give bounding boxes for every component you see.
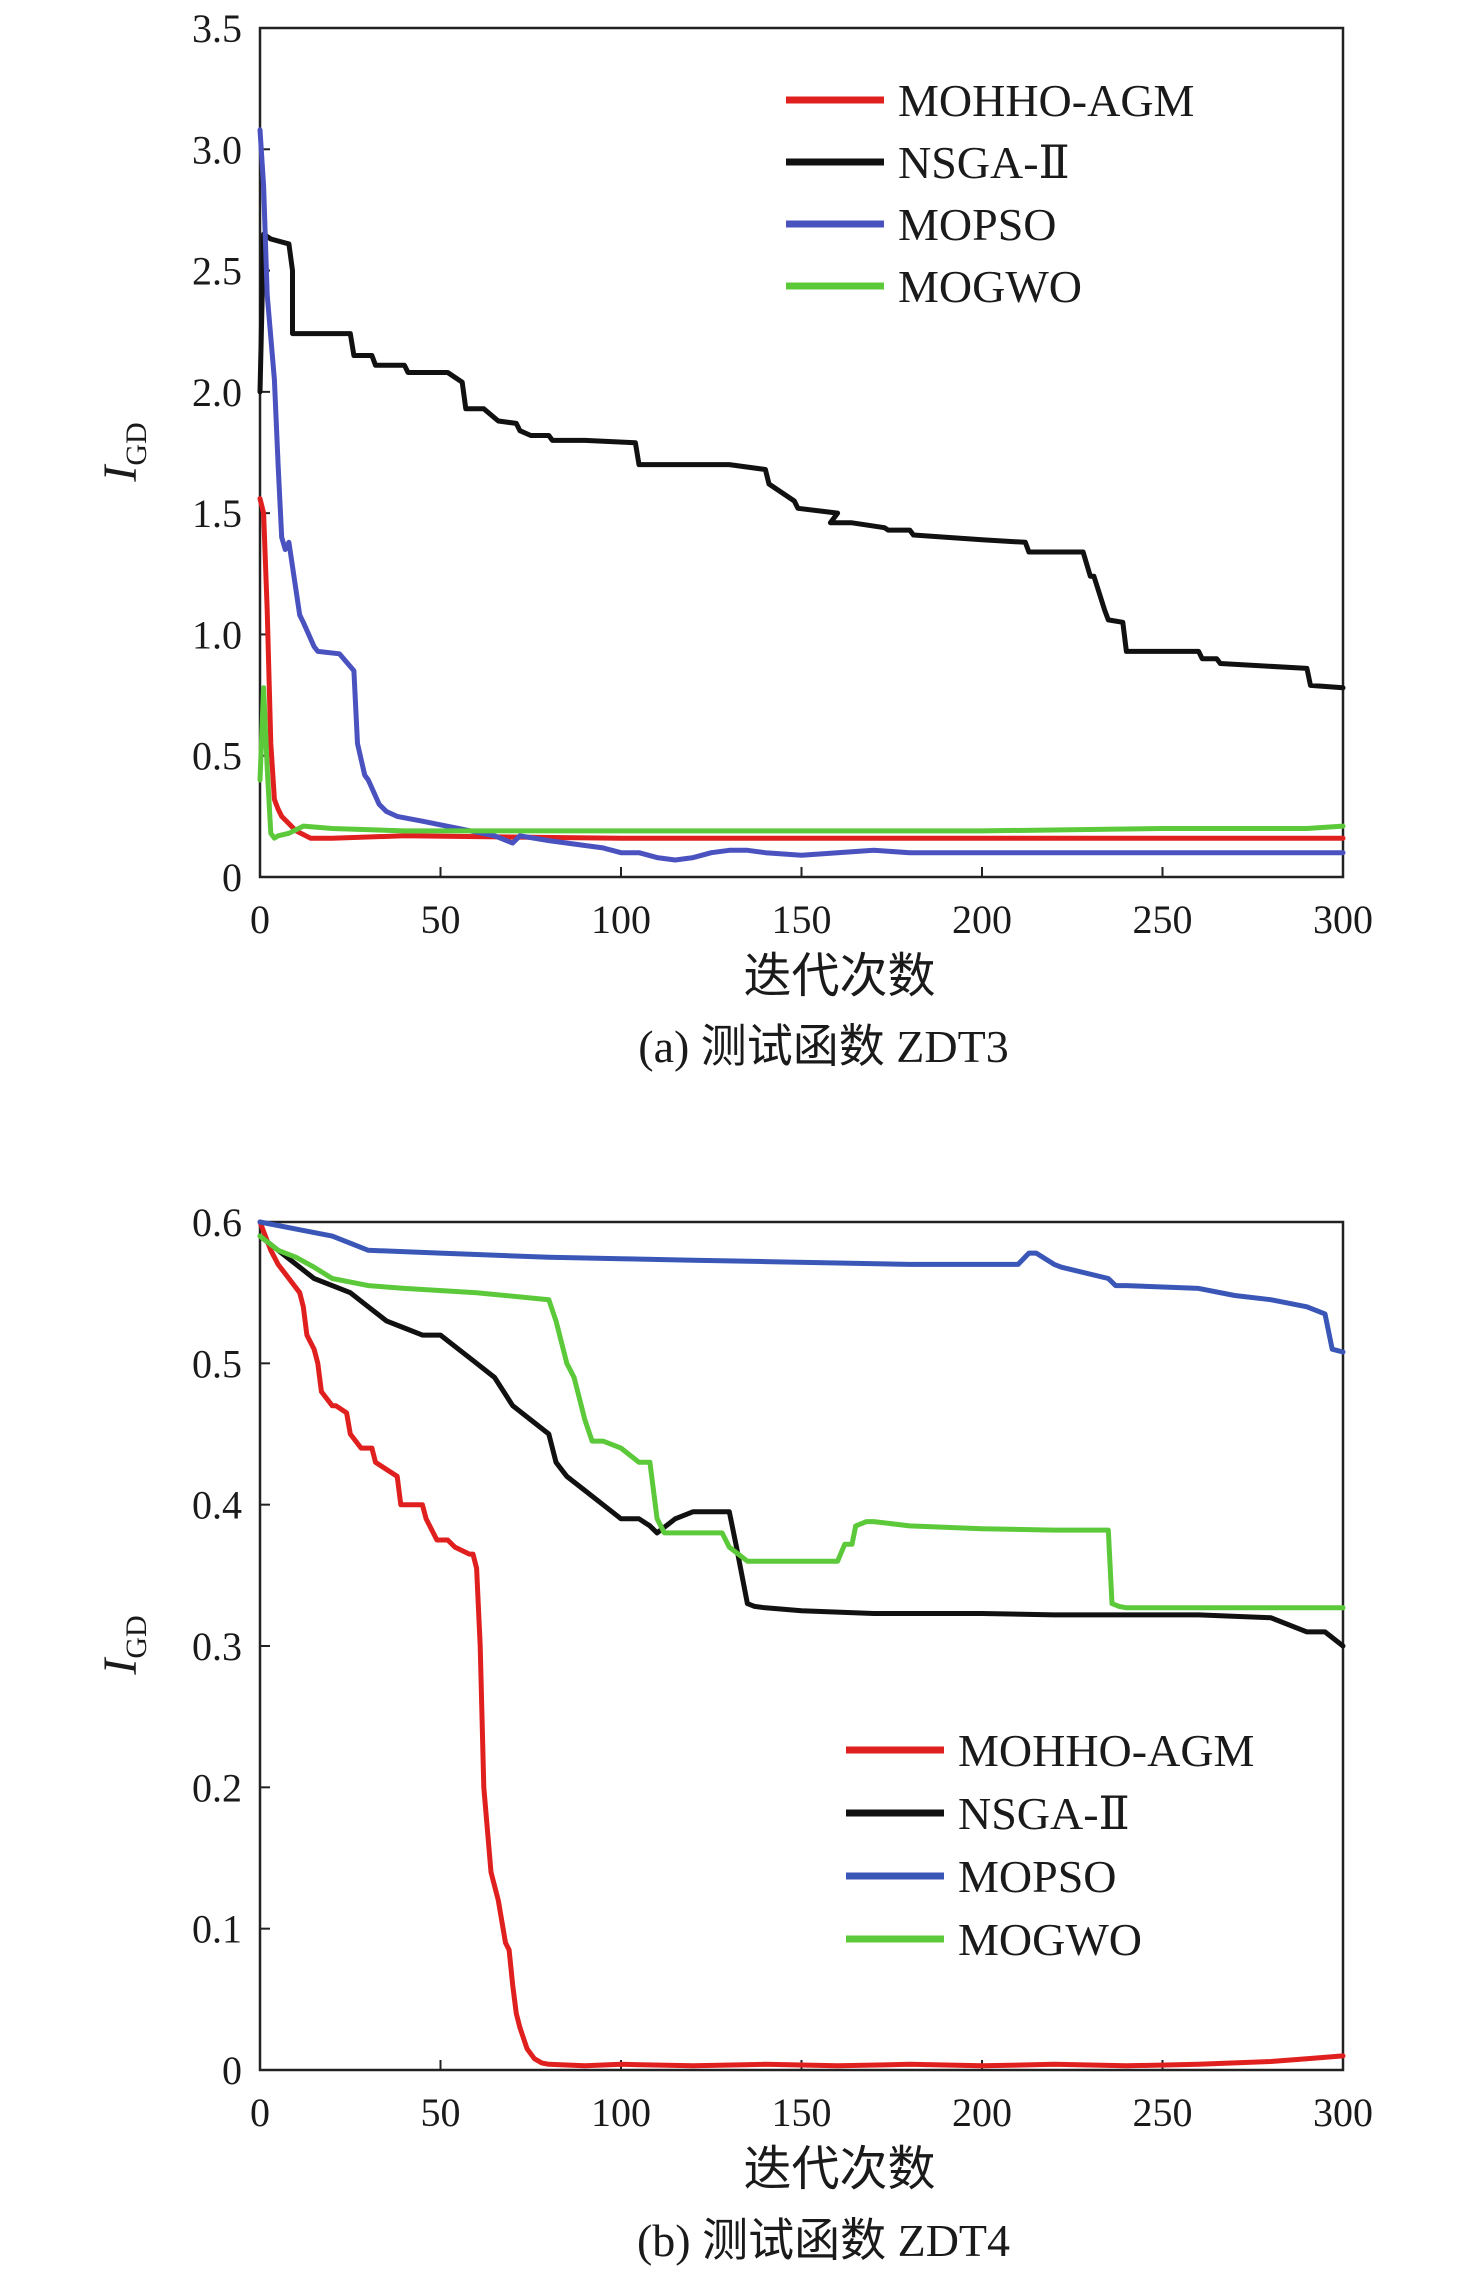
x-axis-label: 迭代次数 — [743, 950, 935, 1003]
legend: MOHHO-AGM NSGA-Ⅱ MOPSO MOGWO — [846, 1725, 1254, 1965]
x-tick-label: 100 — [591, 897, 651, 942]
plot-frame — [258, 26, 1345, 879]
y-tick-label: 0.5 — [192, 734, 242, 779]
legend-label: MOGWO — [898, 261, 1082, 312]
y-axis-label: IGD — [94, 1615, 153, 1675]
series-line-mopso — [257, 1219, 1346, 1355]
y-tick-label: 0.2 — [192, 1765, 242, 1810]
y-tick-label: 0.3 — [192, 1624, 242, 1669]
x-tick-label: 50 — [421, 897, 461, 942]
x-tick-label: 200 — [952, 897, 1012, 942]
y-axis-label-main: I — [94, 464, 147, 483]
y-tick-label: 2.0 — [192, 370, 242, 415]
legend-label: MOPSO — [898, 199, 1057, 250]
figure-caption: (b) 测试函数 ZDT4 — [637, 2215, 1010, 2266]
y-tick-label: 0.4 — [192, 1483, 242, 1528]
y-tick-label: 0.6 — [192, 1200, 242, 1245]
y-axis-label-sub: GD — [120, 1615, 153, 1658]
legend-label: MOGWO — [958, 1914, 1142, 1965]
x-tick-label: 300 — [1313, 897, 1373, 942]
series-line-mopso — [257, 127, 1346, 863]
series-line-nsga- — [257, 1233, 1346, 1649]
x-tick-label: 100 — [591, 2090, 651, 2135]
legend-label: MOPSO — [958, 1851, 1117, 1902]
legend: MOHHO-AGM NSGA-Ⅱ MOPSO MOGWO — [786, 75, 1194, 312]
y-tick-label: 0 — [222, 2048, 242, 2093]
legend-label: NSGA-Ⅱ — [898, 137, 1070, 188]
legend-label: MOHHO-AGM — [958, 1725, 1254, 1776]
y-tick-label: 2.5 — [192, 249, 242, 294]
y-tick-label: 1.0 — [192, 612, 242, 657]
chart-panel-a: 0 50 100 150 200 250 300 0 0.5 1.0 1.5 2.0 2.5 3.0 3.5… — [94, 6, 1373, 1072]
series-line-mogwo — [257, 685, 1346, 841]
x-tick-label: 300 — [1313, 2090, 1373, 2135]
legend-label: NSGA-Ⅱ — [958, 1788, 1130, 1839]
y-tick-label: 3.0 — [192, 127, 242, 172]
y-tick-label: 1.5 — [192, 491, 242, 536]
x-tick-label: 0 — [250, 897, 270, 942]
series-line-nsga- — [257, 231, 1346, 691]
x-axis-label: 迭代次数 — [743, 2143, 935, 2196]
x-tick-label: 0 — [250, 2090, 270, 2135]
x-tick-label: 150 — [772, 2090, 832, 2135]
series-line-mohho-agm — [257, 496, 1346, 841]
x-tick-label: 150 — [772, 897, 832, 942]
x-tick-label: 250 — [1133, 2090, 1193, 2135]
x-tick-label: 250 — [1133, 897, 1193, 942]
chart-panel-b: 0 50 100 150 200 250 300 0 0.1 0.2 0.3 0.4 0.5 0.6 MOH… — [94, 1200, 1373, 2266]
y-tick-label: 3.5 — [192, 6, 242, 51]
y-axis-label-main: I — [94, 1657, 147, 1676]
y-axis-label-sub: GD — [120, 422, 153, 465]
x-tick-label: 50 — [421, 2090, 461, 2135]
y-tick-label: 0.5 — [192, 1341, 242, 1386]
figure-caption: (a) 测试函数 ZDT3 — [638, 1021, 1008, 1072]
y-axis-label: IGD — [94, 422, 153, 482]
x-tick-label: 200 — [952, 2090, 1012, 2135]
y-tick-label: 0 — [222, 855, 242, 900]
series-line-mohho-agm — [257, 1219, 1346, 2069]
plot-frame — [258, 1220, 1345, 2072]
series-line-mogwo — [257, 1233, 1346, 1611]
y-tick-label: 0.1 — [192, 1907, 242, 1952]
legend-label: MOHHO-AGM — [898, 75, 1194, 126]
